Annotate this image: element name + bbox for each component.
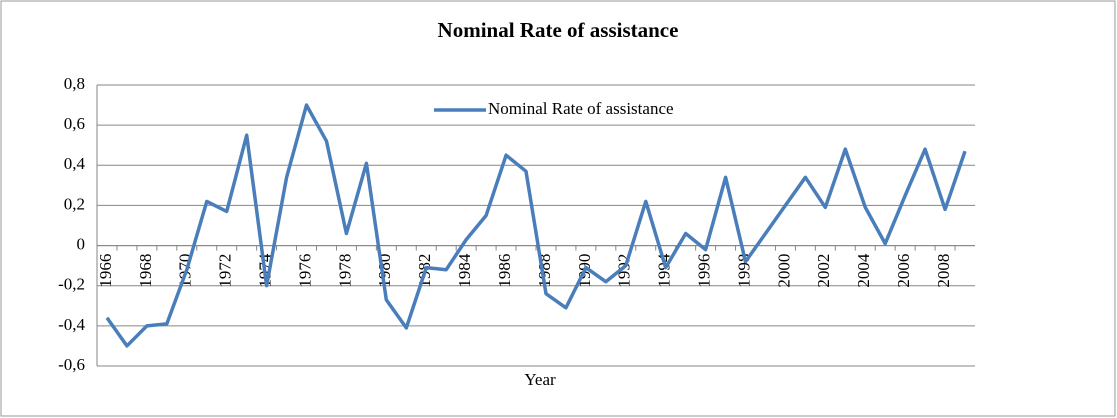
y-tick-label: 0,6 (64, 114, 85, 133)
y-tick-label: -0,4 (58, 315, 85, 334)
x-tick-label: 2008 (934, 254, 953, 288)
x-tick-label: 1978 (335, 254, 354, 288)
x-tick-label: 1996 (695, 254, 714, 288)
x-tick-label: 2002 (814, 254, 833, 288)
x-tick-label: 2006 (894, 254, 913, 288)
x-tick-label: 1992 (615, 254, 634, 288)
x-tick-label: 1972 (216, 254, 235, 288)
x-tick-label: 1998 (734, 254, 753, 288)
chart-title: Nominal Rate of assistance (438, 18, 679, 42)
y-tick-label: 0,8 (64, 74, 85, 93)
x-tick-label: 1976 (295, 254, 314, 288)
y-tick-label: 0,2 (64, 194, 85, 213)
y-tick-label: 0,4 (64, 154, 86, 173)
legend-label: Nominal Rate of assistance (488, 99, 674, 118)
series-line (105, 103, 967, 348)
x-tick-label: 1966 (96, 254, 115, 288)
x-axis-title: Year (524, 370, 556, 389)
y-tick-label: 0 (77, 234, 86, 253)
x-tick-label: 1984 (455, 253, 474, 287)
x-tick-label: 2004 (854, 253, 873, 287)
x-tick-label: 2000 (774, 254, 793, 288)
x-tick-label: 1986 (495, 254, 514, 288)
x-tick-label: 1968 (136, 254, 155, 288)
y-tick-label: -0,6 (58, 355, 85, 374)
y-tick-label: -0,2 (58, 275, 85, 294)
